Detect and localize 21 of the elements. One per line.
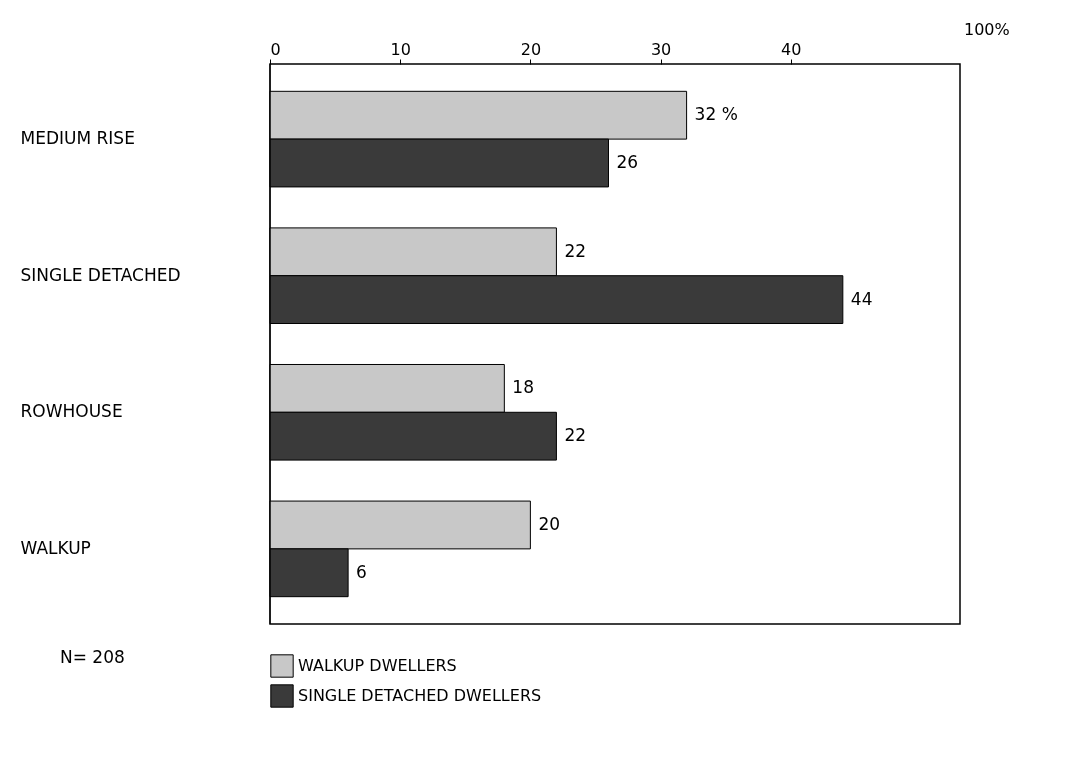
text: 100%	[964, 20, 1010, 39]
y-tick-label: WALKUP	[20, 537, 91, 558]
data-label: 44	[850, 288, 873, 309]
x-tick-label: 40	[781, 39, 802, 59]
x-tick-label: 30	[650, 39, 672, 59]
y-tick-label: MEDIUM RISE	[20, 128, 135, 149]
data-label: 18	[512, 377, 534, 398]
y-tick-label: SINGLE DETACHED	[20, 264, 181, 285]
data-label: 20	[538, 513, 561, 534]
x-tick-label: 10	[390, 39, 411, 59]
legend-label: WALKUP DWELLERS	[298, 656, 457, 675]
data-label: 32 %	[694, 104, 738, 125]
data-label: 22	[564, 240, 587, 261]
data-label: 6	[356, 561, 367, 582]
data-label: 22	[564, 425, 587, 446]
x-tick-label: 0	[270, 39, 281, 59]
text: N= 208	[60, 647, 125, 667]
y-tick-label: ROWHOUSE	[20, 401, 123, 422]
legend-label: SINGLE DETACHED DWELLERS	[298, 686, 542, 705]
x-tick-label: 20	[520, 39, 542, 59]
data-label: 26	[616, 152, 639, 173]
